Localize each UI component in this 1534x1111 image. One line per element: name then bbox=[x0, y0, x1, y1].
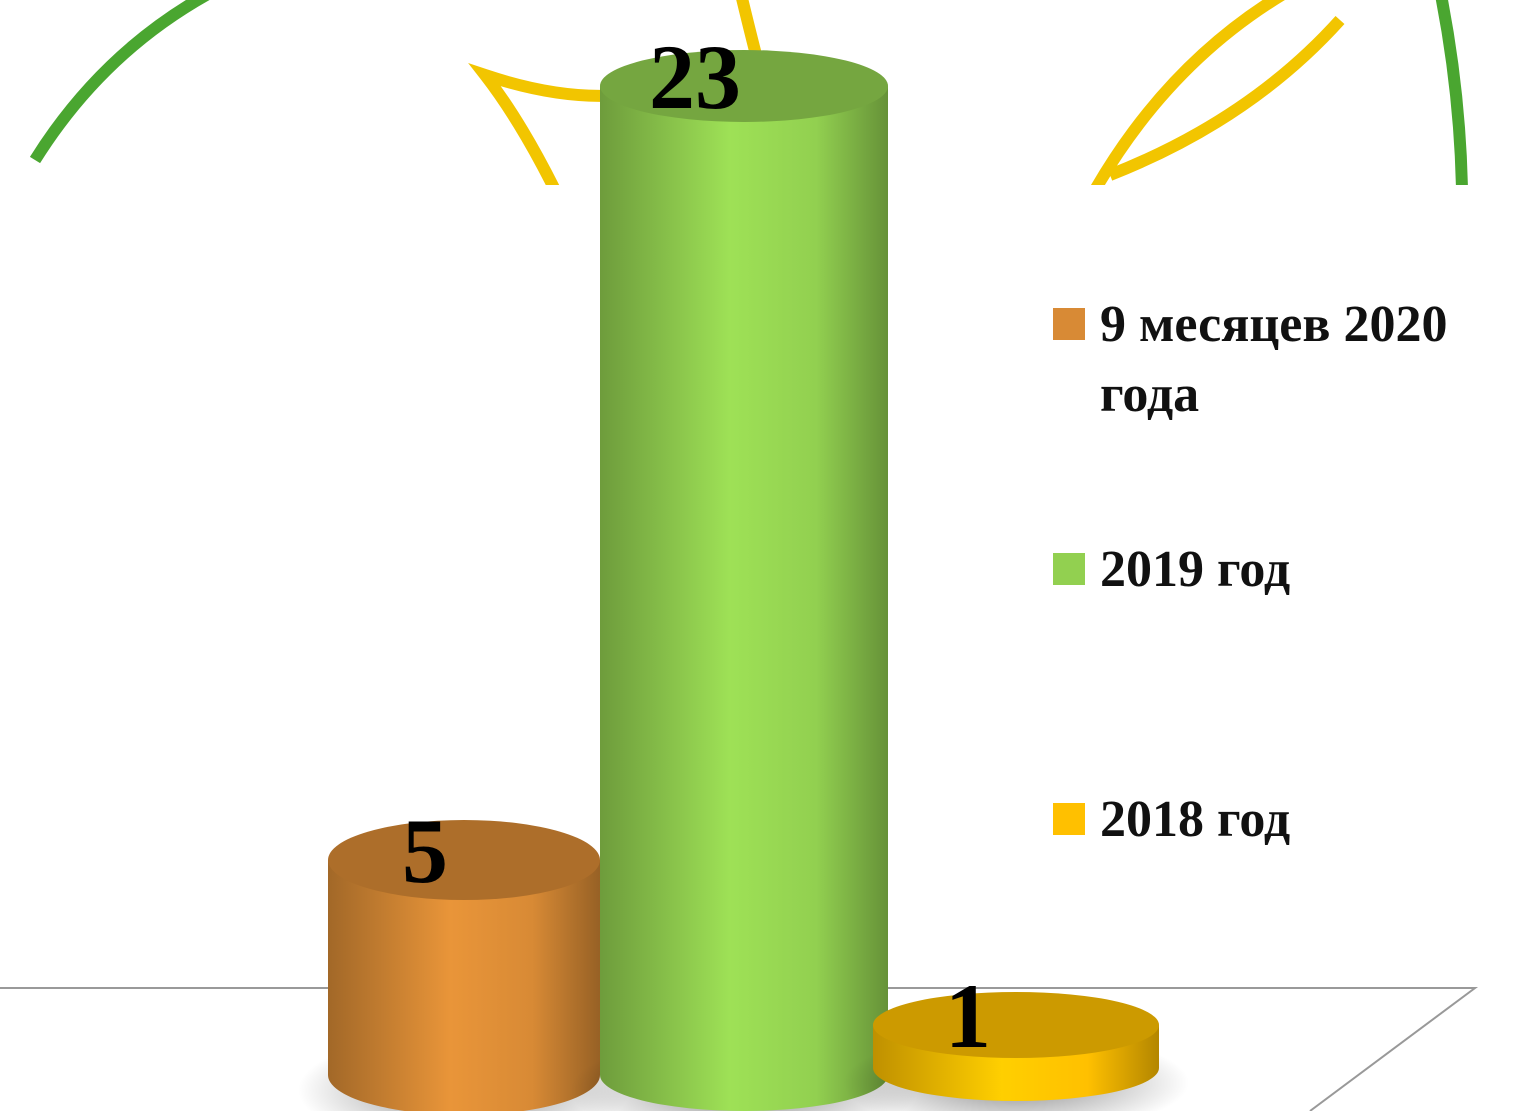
bar-body bbox=[328, 860, 600, 1111]
value-label: 1 bbox=[945, 965, 991, 1067]
value-label: 23 bbox=[649, 26, 741, 128]
legend-swatch bbox=[1053, 803, 1085, 835]
bar bbox=[600, 50, 888, 1111]
decor-arc bbox=[1435, 0, 1468, 185]
legend-item: 2018 год bbox=[1053, 785, 1530, 855]
legend-label: 9 месяцев 2020 года bbox=[1100, 296, 1448, 423]
bar bbox=[873, 992, 1159, 1101]
legend-swatch bbox=[1053, 553, 1085, 585]
legend-label: 2019 год bbox=[1100, 541, 1291, 598]
legend-item: 9 месяцев 2020 года bbox=[1053, 290, 1530, 430]
legend-item: 2019 год bbox=[1053, 535, 1530, 605]
bar bbox=[328, 820, 600, 1111]
legend-label: 2018 год bbox=[1100, 791, 1291, 848]
decor-arc bbox=[29, 0, 210, 164]
bar-body bbox=[600, 86, 888, 1111]
bar-top bbox=[873, 992, 1159, 1058]
legend-swatch bbox=[1053, 308, 1085, 340]
decor-arc bbox=[468, 63, 621, 185]
bar-top bbox=[600, 50, 888, 122]
decor-arc bbox=[1090, 0, 1345, 185]
bar-top bbox=[328, 820, 600, 900]
value-label: 5 bbox=[402, 800, 448, 902]
